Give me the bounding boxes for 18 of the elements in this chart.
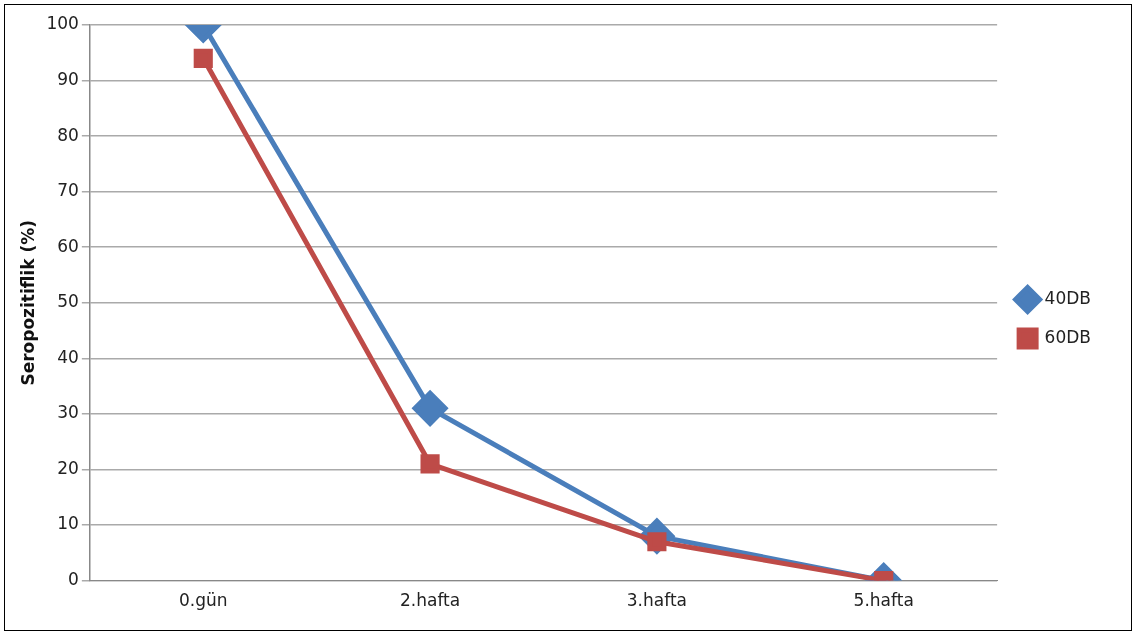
legend-label: 60DB: [1044, 326, 1092, 347]
y-tick-label: 0: [68, 569, 79, 590]
y-tick-label: 40: [57, 346, 79, 367]
y-tick-label: 50: [57, 291, 79, 312]
y-tick-label: 60: [57, 235, 79, 256]
y-tick-label: 90: [57, 68, 79, 89]
y-tick-label: 80: [57, 124, 79, 145]
x-tick-label: 3.hafta: [626, 590, 687, 611]
x-tick-label: 5.hafta: [853, 590, 914, 611]
y-tick-label: 20: [57, 457, 79, 478]
y-tick-label: 70: [57, 180, 79, 201]
legend-label: 40DB: [1044, 287, 1092, 308]
y-axis-title: Seropozitiflik (%): [17, 220, 38, 386]
x-tick-label: 0.gün: [178, 590, 228, 611]
x-tick-label: 2.hafta: [399, 590, 461, 611]
y-tick-label: 30: [57, 402, 79, 423]
y-tick-label: 10: [57, 513, 79, 534]
y-tick-label: 100: [46, 13, 79, 34]
